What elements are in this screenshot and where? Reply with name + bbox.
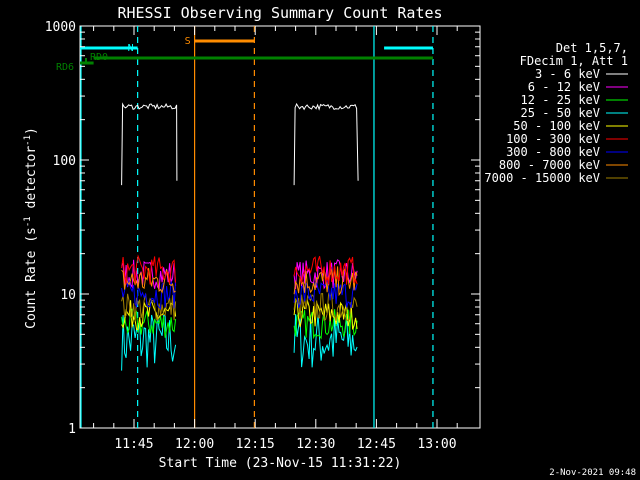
legend-entry-label: 7000 - 15000 keV [484, 171, 600, 185]
vertical-markers [80, 26, 434, 428]
legend-entry-label: 50 - 100 keV [513, 119, 600, 133]
timestamp: 2-Nov-2021 09:48 [549, 468, 636, 478]
series-line-6 [121, 279, 177, 310]
series-line-7 [293, 266, 358, 297]
y-tick-label: 1 [68, 422, 76, 437]
series-line-5 [293, 256, 358, 285]
flag-label-rd0: RD0 [90, 52, 108, 63]
x-tick-label: 12:15 [236, 437, 275, 452]
series-line-3-6kev [121, 102, 178, 186]
flag-label-n: N [128, 43, 134, 54]
series-line-2 [293, 309, 358, 340]
legend-entry-label: 100 - 300 keV [506, 132, 600, 146]
series-line-8 [121, 293, 177, 322]
legend-entry-label: 12 - 25 keV [521, 93, 600, 107]
series-line-3 [121, 314, 177, 371]
plot-border [79, 25, 481, 429]
x-tick-label: 11:45 [114, 437, 153, 452]
legend-entry-label: 25 - 50 keV [521, 106, 600, 120]
x-tick-label: 12:00 [175, 437, 214, 452]
series-line-7 [121, 268, 176, 294]
legend-header-1: Det 1,5,7, [556, 41, 628, 55]
series-line-1 [121, 259, 177, 291]
legend-entry-label: 800 - 7000 keV [499, 158, 600, 172]
x-tick-label: 12:45 [357, 437, 396, 452]
legend-header-2: FDecim 1, Att 1 [520, 54, 628, 68]
chart-title: RHESSI Observing Summary Count Rates [117, 4, 442, 22]
flag-bars: N S RD0 RD6 [56, 36, 433, 73]
series-lines [121, 102, 359, 371]
series-line-3-6kev [293, 102, 359, 186]
plot-frame [79, 25, 481, 429]
series-line-5 [121, 254, 177, 285]
flag-label-rd6: RD6 [56, 62, 74, 73]
x-tick-label: 13:00 [417, 437, 456, 452]
legend-entry-label: 6 - 12 keV [528, 80, 600, 94]
legend-entry-label: 3 - 6 keV [535, 67, 600, 81]
x-tick-label: 12:30 [296, 437, 335, 452]
flag-label-s: S [185, 36, 191, 47]
y-tick-label: 1000 [45, 20, 76, 35]
series-line-2 [121, 308, 177, 338]
y-tick-label: 10 [60, 288, 76, 303]
y-tick-label: 100 [53, 154, 76, 169]
series-line-4 [121, 299, 177, 330]
x-axis-label: Start Time (23-Nov-15 11:31:22) [159, 456, 402, 471]
series-line-6 [293, 279, 358, 309]
axes: 1 10 100 1000 11:45 12:00 12:15 12:30 12:45 13:00 [45, 20, 480, 452]
y-axis-label: Count Rate (s-1 detector-1) [23, 127, 39, 329]
legend-entry-label: 300 - 800 keV [506, 145, 600, 159]
